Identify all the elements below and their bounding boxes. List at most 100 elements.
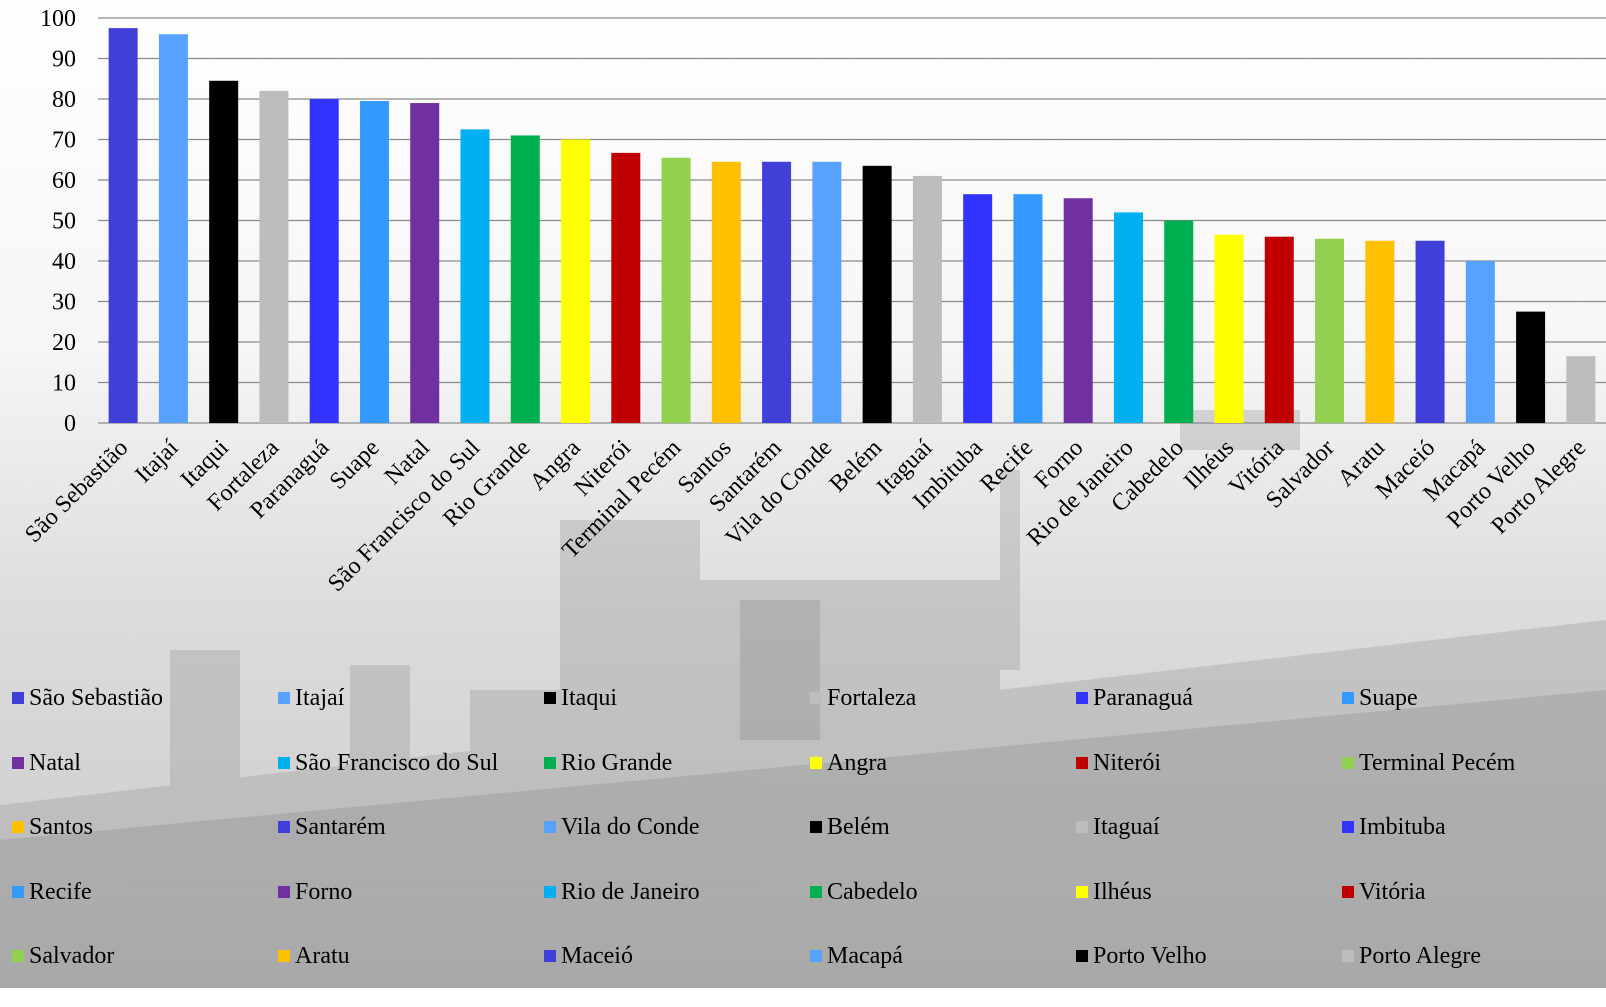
- legend-item: Imbituba: [1342, 813, 1606, 843]
- bar: [309, 99, 339, 423]
- y-tick-label: 0: [64, 411, 76, 437]
- bar: [1264, 236, 1294, 423]
- legend-item: Vila do Conde: [544, 813, 810, 843]
- legend-label: Macapá: [827, 943, 903, 969]
- gridlines: [98, 17, 1606, 424]
- legend-item: Fortaleza: [810, 684, 1076, 714]
- bar: [1315, 238, 1345, 423]
- legend-swatch: [810, 692, 822, 704]
- x-tick-label: Suape: [325, 435, 385, 495]
- legend-item: Itaguaí: [1076, 813, 1342, 843]
- legend-label: Angra: [827, 749, 887, 776]
- legend-swatch: [810, 950, 822, 962]
- legend-item: Paranaguá: [1076, 684, 1342, 714]
- legend-item: Aratu: [278, 942, 544, 972]
- legend-swatch: [278, 821, 290, 833]
- bar: [410, 103, 440, 424]
- legend-label: Rio Grande: [561, 749, 673, 776]
- legend-swatch: [12, 885, 24, 898]
- y-tick-label: 70: [52, 128, 76, 154]
- legend-item: Vitória: [1342, 878, 1606, 908]
- legend-item: Recife: [12, 878, 278, 908]
- y-tick-label: 100: [40, 6, 76, 32]
- bar: [1214, 234, 1244, 423]
- legend-label: Aratu: [295, 943, 350, 969]
- legend-swatch: [1342, 821, 1354, 833]
- legend: São Sebastião Itajaí Itaqui Fortaleza Parana…: [12, 684, 1606, 1007]
- bar: [510, 135, 540, 423]
- legend-item: Itajaí: [278, 684, 544, 714]
- legend-swatch: [1342, 692, 1354, 704]
- bars: [108, 28, 1596, 424]
- legend-swatch: [1076, 885, 1088, 898]
- legend-label: Paranaguá: [1093, 685, 1193, 711]
- legend-item: Belém: [810, 813, 1076, 843]
- bar: [561, 139, 591, 423]
- legend-item: Rio de Janeiro: [544, 878, 810, 908]
- legend-item: Itaqui: [544, 684, 810, 714]
- bar: [460, 129, 490, 423]
- legend-swatch: [1076, 821, 1088, 833]
- legend-label: Santarém: [295, 814, 386, 840]
- legend-swatch: [544, 692, 556, 704]
- y-tick-label: 10: [52, 371, 76, 397]
- legend-swatch: [810, 756, 822, 769]
- legend-swatch: [544, 756, 556, 769]
- y-tick-label: 60: [52, 168, 76, 194]
- bar: [1516, 311, 1546, 423]
- legend-label: Rio de Janeiro: [561, 878, 700, 905]
- legend-label: Recife: [29, 878, 92, 905]
- legend-label: Maceió: [561, 943, 633, 969]
- legend-swatch: [1342, 756, 1354, 769]
- bar: [1113, 212, 1143, 423]
- legend-label: Itajaí: [295, 685, 345, 711]
- legend-swatch: [1076, 756, 1088, 769]
- legend-label: Terminal Pecém: [1359, 749, 1516, 776]
- legend-swatch: [1342, 885, 1354, 898]
- y-tick-label: 40: [52, 249, 76, 275]
- legend-label: Salvador: [29, 943, 115, 969]
- legend-swatch: [12, 821, 24, 833]
- legend-item: Santos: [12, 813, 278, 843]
- legend-item: Rio Grande: [544, 749, 810, 779]
- bar: [1013, 194, 1043, 423]
- legend-label: São Sebastião: [29, 685, 163, 711]
- bar: [359, 101, 389, 424]
- legend-label: Niterói: [1093, 749, 1161, 776]
- legend-item: São Francisco do Sul: [278, 749, 544, 779]
- bar: [158, 34, 188, 423]
- legend-swatch: [12, 692, 24, 704]
- legend-swatch: [278, 950, 290, 962]
- legend-label: São Francisco do Sul: [295, 749, 499, 776]
- legend-item: Ilhéus: [1076, 878, 1342, 908]
- legend-swatch: [278, 692, 290, 704]
- legend-label: Ilhéus: [1093, 878, 1152, 905]
- bar: [963, 194, 993, 423]
- legend-item: Porto Alegre: [1342, 942, 1606, 972]
- bar: [108, 28, 138, 423]
- legend-label: Itaqui: [561, 685, 617, 711]
- legend-label: Vitória: [1359, 878, 1426, 905]
- legend-item: Niterói: [1076, 749, 1342, 779]
- legend-item: Cabedelo: [810, 878, 1076, 908]
- bar: [812, 161, 842, 423]
- bar: [762, 161, 792, 423]
- x-tick-label: Itajaí: [130, 435, 183, 488]
- y-tick-label: 30: [52, 290, 76, 316]
- legend-swatch: [278, 756, 290, 769]
- legend-item: Forno: [278, 878, 544, 908]
- legend-label: Itaguaí: [1093, 814, 1160, 840]
- bar: [1063, 198, 1093, 423]
- legend-swatch: [12, 756, 24, 769]
- legend-label: Fortaleza: [827, 685, 917, 711]
- legend-swatch: [1342, 950, 1354, 962]
- legend-item: Maceió: [544, 942, 810, 972]
- legend-swatch: [1076, 950, 1088, 962]
- y-tick-label: 90: [52, 47, 76, 73]
- bar: [611, 152, 641, 424]
- bar: [1465, 261, 1495, 423]
- legend-label: Suape: [1359, 685, 1418, 711]
- x-axis: São SebastiãoItajaíItaquiFortalezaParana…: [20, 435, 1591, 597]
- bar: [209, 80, 239, 424]
